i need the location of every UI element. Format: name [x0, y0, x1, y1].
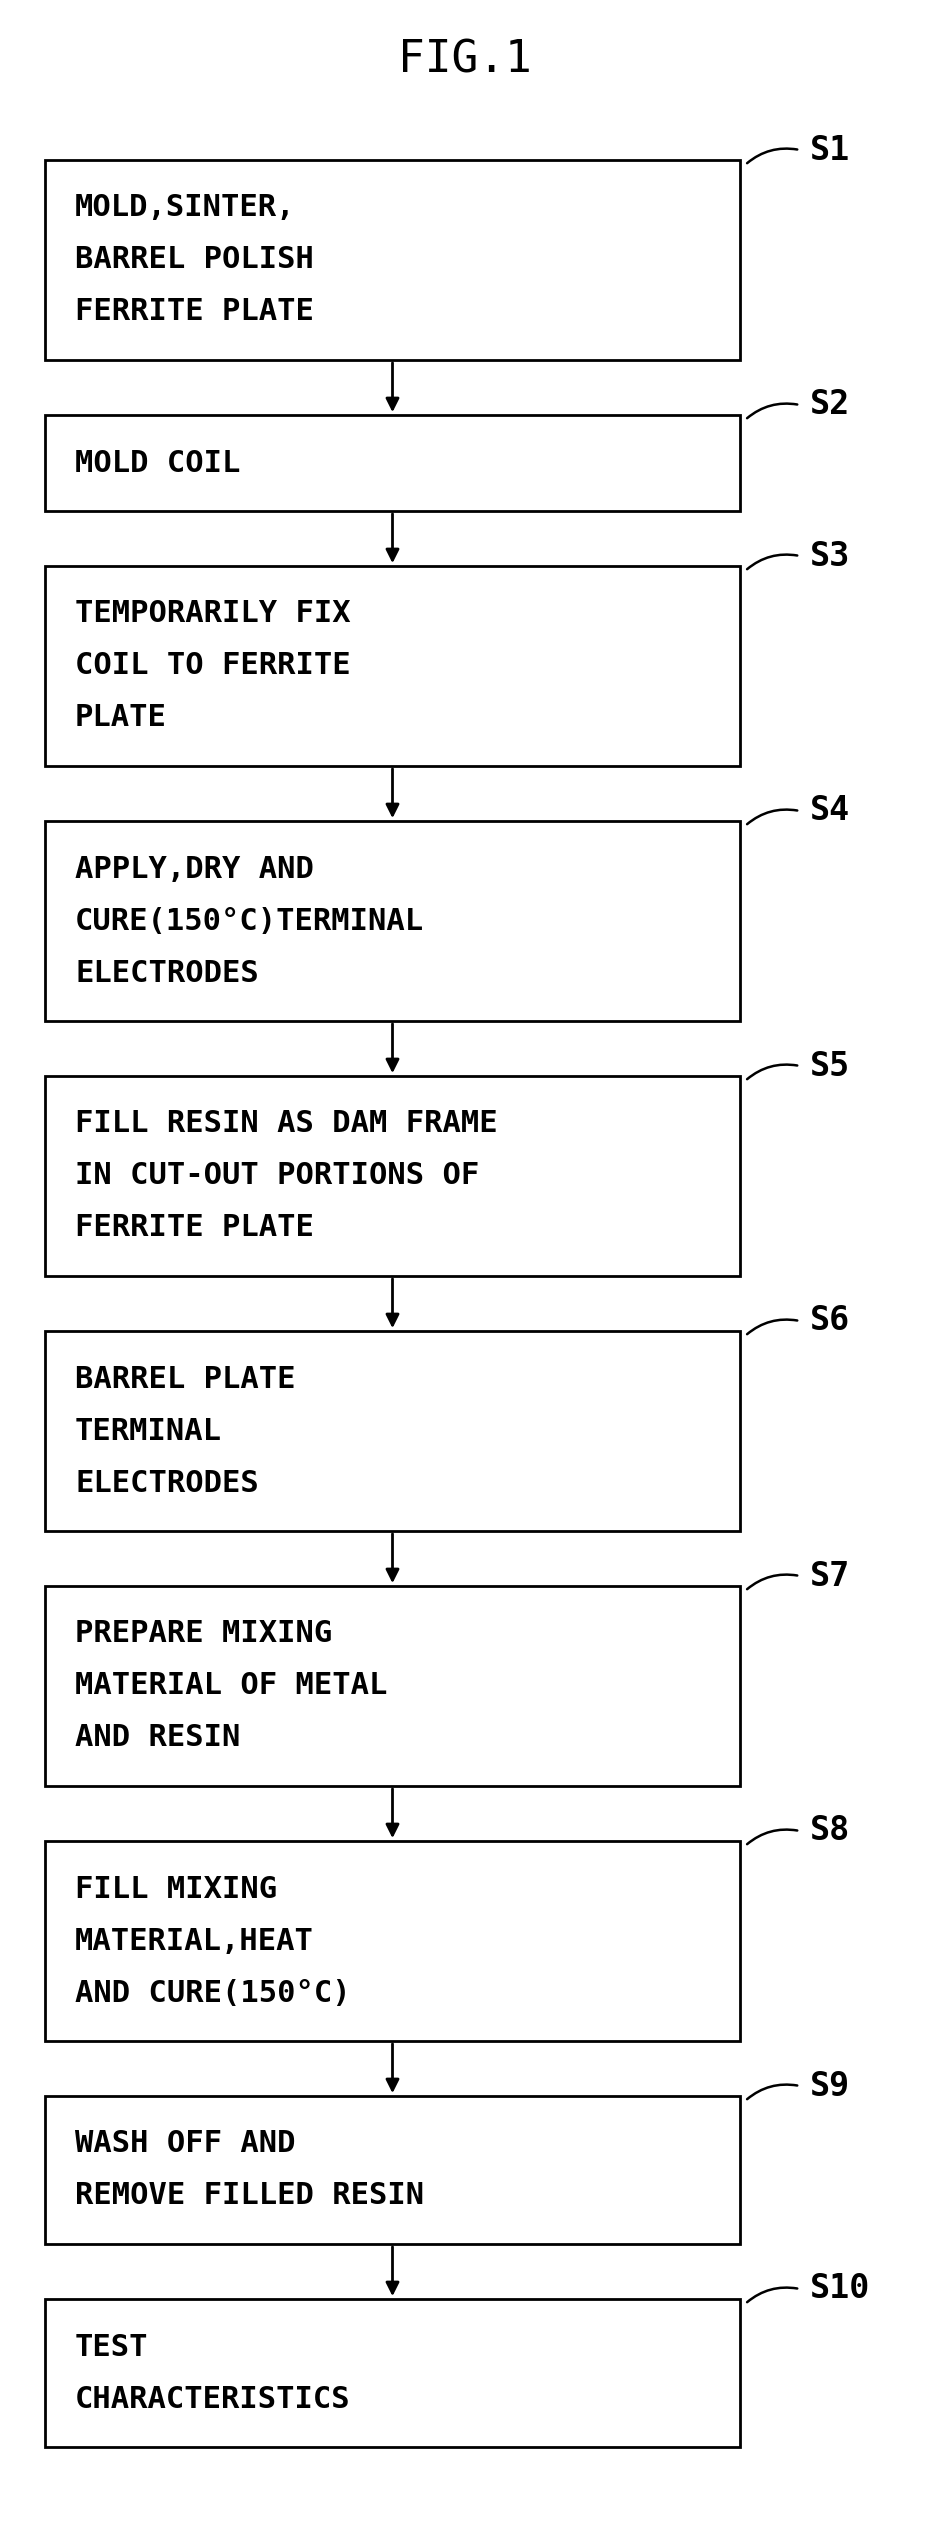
Text: TEST: TEST — [75, 2333, 149, 2361]
Bar — [45, 159, 740, 359]
Text: WASH OFF AND: WASH OFF AND — [75, 2129, 296, 2159]
Text: PLATE: PLATE — [75, 703, 166, 733]
Text: AND CURE(150°C): AND CURE(150°C) — [75, 1979, 351, 2007]
Text: ELECTRODES: ELECTRODES — [75, 1469, 259, 1497]
Text: APPLY,DRY AND: APPLY,DRY AND — [75, 854, 313, 882]
Text: COIL TO FERRITE: COIL TO FERRITE — [75, 652, 351, 680]
Text: S8: S8 — [810, 1815, 850, 1848]
Text: CHARACTERISTICS: CHARACTERISTICS — [75, 2384, 351, 2414]
Bar — [45, 415, 740, 511]
Text: S9: S9 — [810, 2070, 850, 2103]
Text: REMOVE FILLED RESIN: REMOVE FILLED RESIN — [75, 2182, 424, 2209]
Bar — [45, 2096, 740, 2245]
Text: MOLD COIL: MOLD COIL — [75, 447, 240, 478]
Text: FERRITE PLATE: FERRITE PLATE — [75, 298, 313, 326]
Text: S3: S3 — [810, 538, 850, 571]
Bar — [45, 1840, 740, 2040]
Text: BARREL POLISH: BARREL POLISH — [75, 245, 313, 276]
Bar — [45, 822, 740, 1021]
Text: S4: S4 — [810, 794, 850, 827]
Text: MATERIAL,HEAT: MATERIAL,HEAT — [75, 1926, 313, 1957]
Text: MATERIAL OF METAL: MATERIAL OF METAL — [75, 1671, 388, 1701]
Text: FIG.1: FIG.1 — [398, 38, 532, 81]
Text: S6: S6 — [810, 1304, 850, 1337]
Text: IN CUT-OUT PORTIONS OF: IN CUT-OUT PORTIONS OF — [75, 1160, 479, 1191]
Text: S7: S7 — [810, 1560, 850, 1593]
Text: FILL MIXING: FILL MIXING — [75, 1873, 277, 1904]
Text: ELECTRODES: ELECTRODES — [75, 958, 259, 988]
Text: PREPARE MIXING: PREPARE MIXING — [75, 1620, 332, 1648]
Bar — [45, 1585, 740, 1785]
Bar — [45, 2298, 740, 2447]
Bar — [45, 1077, 740, 1277]
Text: FERRITE PLATE: FERRITE PLATE — [75, 1213, 313, 1241]
Text: TEMPORARILY FIX: TEMPORARILY FIX — [75, 599, 351, 629]
Bar — [45, 1332, 740, 1532]
Text: S1: S1 — [810, 134, 850, 167]
Text: TERMINAL: TERMINAL — [75, 1416, 222, 1446]
Text: S10: S10 — [810, 2273, 870, 2306]
Text: S5: S5 — [810, 1049, 850, 1082]
Bar — [45, 566, 740, 766]
Text: FILL RESIN AS DAM FRAME: FILL RESIN AS DAM FRAME — [75, 1110, 498, 1138]
Text: BARREL PLATE: BARREL PLATE — [75, 1365, 296, 1393]
Text: CURE(150°C)TERMINAL: CURE(150°C)TERMINAL — [75, 908, 424, 935]
Text: MOLD,SINTER,: MOLD,SINTER, — [75, 195, 296, 222]
Text: S2: S2 — [810, 389, 850, 422]
Text: AND RESIN: AND RESIN — [75, 1724, 240, 1752]
